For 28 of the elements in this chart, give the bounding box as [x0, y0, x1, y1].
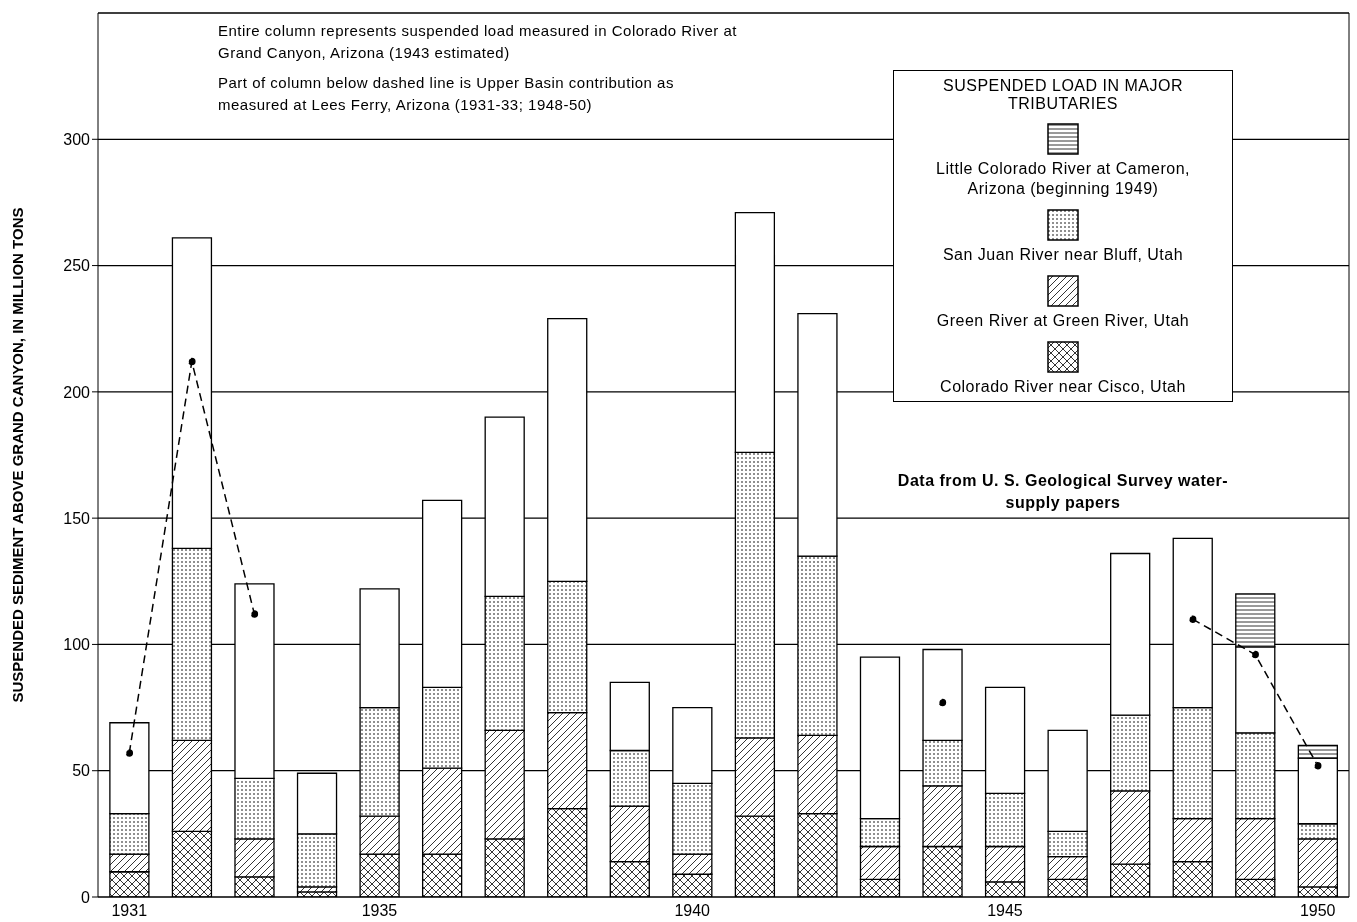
- y-tick-label: 150: [63, 509, 91, 527]
- point: [1188, 615, 1197, 623]
- y-tick-label: 100: [63, 636, 91, 654]
- point: [250, 610, 259, 618]
- legend-label: San Juan River near Bluff, Utah: [941, 245, 1185, 265]
- legend-label: Little Colorado River at Cameron, Arizona (beginning 1949): [935, 159, 1191, 199]
- y-axis-title: SUSPENDED SEDIMENT ABOVE GRAND CANYON, IN MILLION TONS: [9, 207, 27, 703]
- point: [125, 749, 134, 757]
- point: [1313, 761, 1322, 770]
- y-tick-label: 250: [63, 257, 91, 275]
- y-tick-label: 200: [63, 383, 91, 401]
- legend-label: Colorado River near Cisco, Utah: [939, 377, 1187, 397]
- x-tick-label: 1950: [1299, 902, 1336, 920]
- legend-title: SUSPENDED LOAD IN MAJOR TRIBUTARIES: [942, 77, 1184, 113]
- y-tick-label: 0: [81, 888, 91, 906]
- x-tick-label: 1935: [361, 902, 398, 920]
- x-tick-label: 1945: [987, 902, 1023, 920]
- point: [938, 698, 947, 707]
- annotation: Part of column below dashed line is Upper Basin contribution as measured at Lees Ferry, Arizona (1931-33; 1948-50): [217, 73, 675, 115]
- x-tick-label: 1940: [674, 902, 711, 920]
- annotation: Entire column represents suspended load measured in Colorado River at Grand Canyon, Arizona (1943 estimated): [217, 21, 738, 63]
- legend-label: Green River at Green River, Utah: [935, 311, 1191, 331]
- y-tick-label: 50: [72, 762, 91, 780]
- y-tick-label: 300: [63, 130, 91, 148]
- annotation: Data from U. S. Geological Survey water-supply papers: [896, 471, 1230, 513]
- point: [188, 357, 196, 366]
- point: [1251, 650, 1259, 659]
- x-tick-label: 1931: [111, 902, 148, 920]
